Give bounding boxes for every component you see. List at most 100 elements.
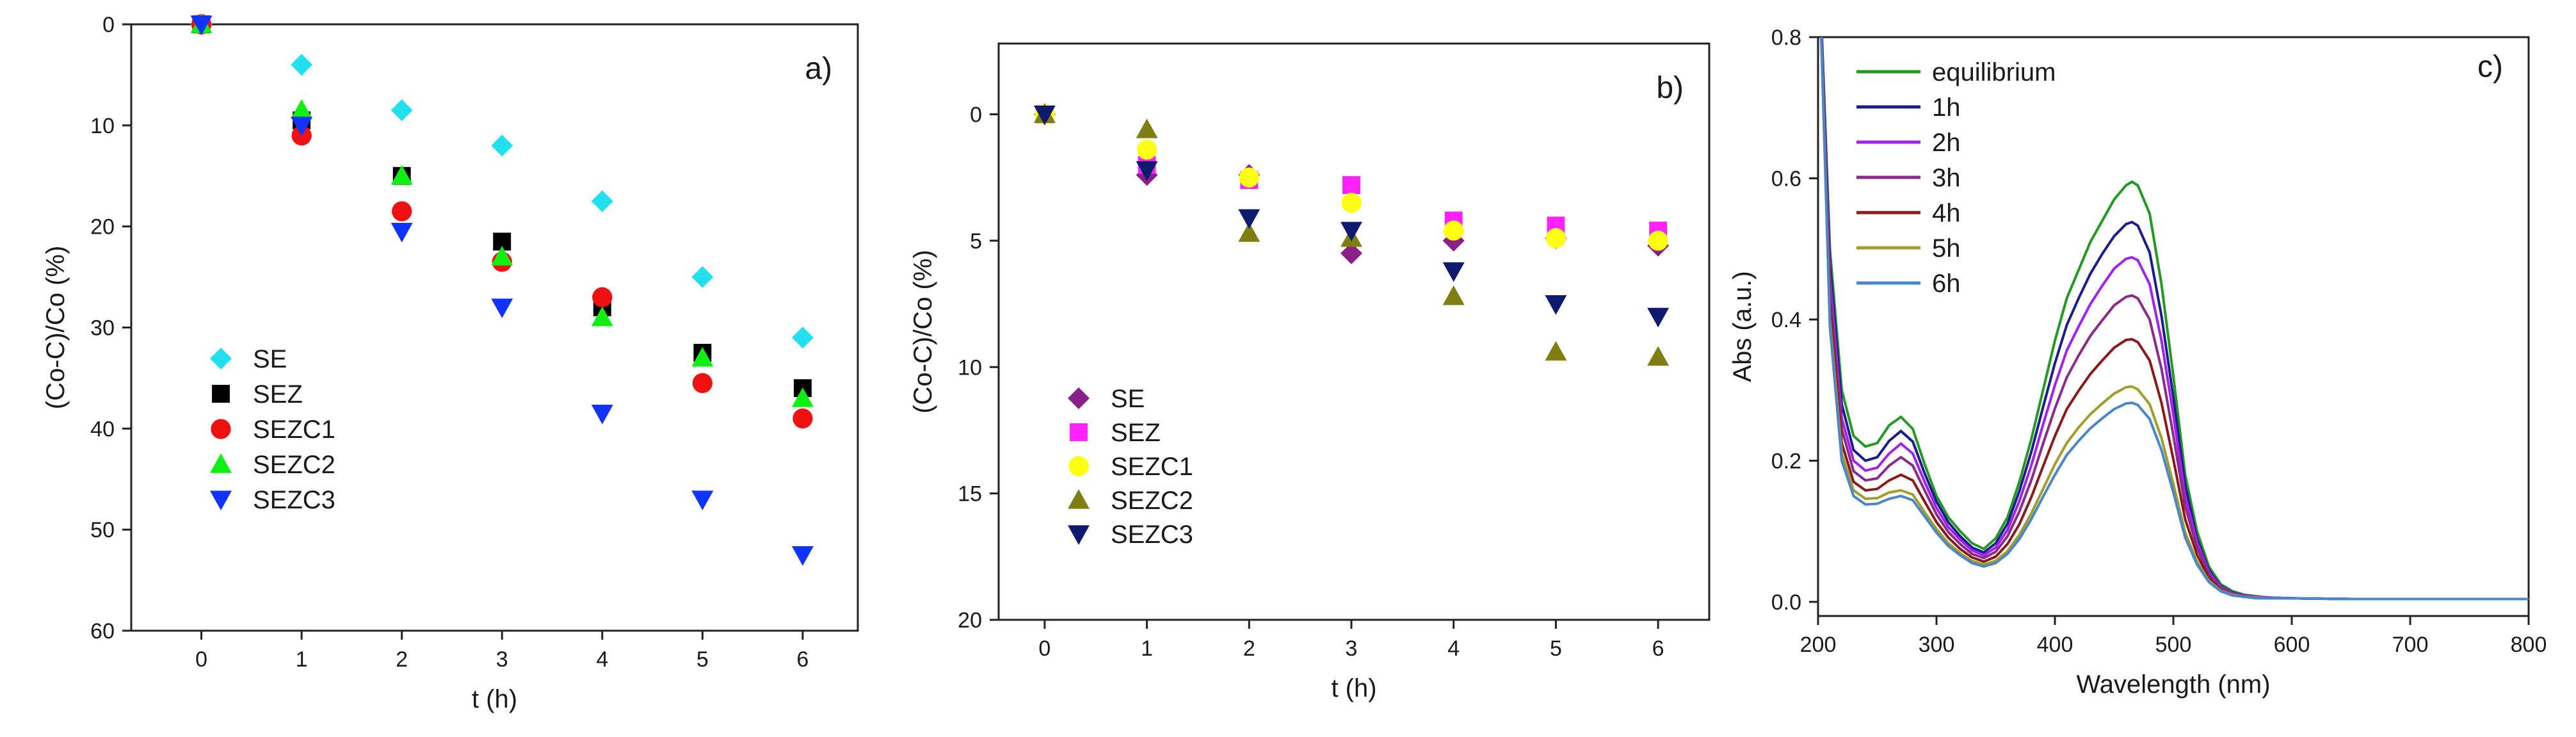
legend-label: 5h xyxy=(1932,234,1961,263)
y-tick-label: 20 xyxy=(958,608,982,633)
data-point-sezc2 xyxy=(591,306,613,327)
data-point-se xyxy=(1340,242,1363,264)
y-tick-label: 30 xyxy=(90,316,115,341)
data-point-sezc1 xyxy=(392,201,412,222)
data-point-sezc3 xyxy=(291,117,313,136)
legend-label: 2h xyxy=(1932,129,1961,157)
series-line-1h xyxy=(1820,37,2529,601)
x-tick-label: 3 xyxy=(496,647,508,672)
data-point-sezc1 xyxy=(592,287,613,307)
series-sez xyxy=(192,15,812,398)
y-axis-label: (Co-C)/Co (%) xyxy=(909,250,937,414)
data-point-se xyxy=(591,190,613,213)
series-lines xyxy=(1819,37,2529,601)
data-point-sezc3 xyxy=(1136,161,1158,181)
x-tick-label: 600 xyxy=(2274,633,2310,657)
legend-label: SEZ xyxy=(253,380,303,409)
x-tick-label: 1 xyxy=(296,647,308,672)
x-tick-label: 5 xyxy=(1550,636,1562,661)
series-line-2h xyxy=(1820,37,2529,601)
y-tick-label: 10 xyxy=(958,355,982,380)
data-point-sezc2 xyxy=(390,165,413,185)
series-sezc3 xyxy=(190,15,814,566)
legend-label: SEZC2 xyxy=(253,451,335,479)
data-point-sezc2 xyxy=(1545,341,1567,361)
x-tick-label: 800 xyxy=(2511,633,2547,657)
series-sezc2 xyxy=(190,13,814,407)
data-point-sezc1 xyxy=(793,408,813,429)
data-point-sezc3 xyxy=(1238,209,1260,229)
x-tick-label: 5 xyxy=(696,647,709,672)
data-point-sezc3 xyxy=(1340,222,1363,242)
series-line-4h xyxy=(1820,37,2529,601)
y-tick-label: 5 xyxy=(970,229,982,254)
data-point-sezc2 xyxy=(691,346,714,367)
legend-label: 1h xyxy=(1932,93,1961,122)
y-tick-label: 0 xyxy=(970,103,982,127)
legend-marker xyxy=(1068,489,1090,509)
legend-label: SEZC2 xyxy=(1111,487,1193,515)
y-axis-label: Abs (a.u.) xyxy=(1728,271,1757,382)
series-line-5h xyxy=(1820,37,2529,601)
y-tick-label: 0.2 xyxy=(1771,449,1801,473)
y-tick-label: 20 xyxy=(90,215,115,239)
legend: equilibrium 1h 2h 3h 4h 5h 6h xyxy=(1856,58,2056,298)
data-point-sezc3 xyxy=(390,222,413,243)
legend-marker xyxy=(1068,456,1089,476)
legend-label: 3h xyxy=(1932,164,1961,192)
panel-label: a) xyxy=(805,52,832,86)
legend-label: 6h xyxy=(1932,270,1961,298)
data-point-sezc3 xyxy=(591,405,613,425)
legend-label: SEZC1 xyxy=(1111,453,1193,481)
x-tick-label: 200 xyxy=(1800,633,1837,657)
x-tick-label: 400 xyxy=(2037,633,2073,657)
plot-frame xyxy=(997,42,1711,621)
legend-marker xyxy=(211,419,231,439)
x-tick-label: 4 xyxy=(596,647,608,672)
y-tick-label: 40 xyxy=(90,417,115,441)
y-tick-label: 0 xyxy=(102,13,115,37)
y-tick-label: 0.6 xyxy=(1771,166,1801,191)
x-tick-label: 300 xyxy=(1919,633,1955,657)
x-tick-label: 0 xyxy=(195,647,207,672)
series-sezc3 xyxy=(1033,105,1670,328)
legend-marker xyxy=(210,348,232,369)
y-tick-label: 0.0 xyxy=(1771,590,1801,615)
panel-label: c) xyxy=(2477,50,2503,84)
y-tick-label: 50 xyxy=(90,518,115,542)
data-point-sezc2 xyxy=(1238,222,1260,242)
y-axis-label: (Co-C)/Co (%) xyxy=(42,246,70,410)
legend-marker xyxy=(210,490,232,510)
data-point-sezc1 xyxy=(1239,167,1259,188)
legend-marker xyxy=(210,453,232,473)
y-tick-label: 10 xyxy=(90,114,115,138)
data-point-se xyxy=(691,266,714,288)
x-tick-label: 6 xyxy=(1652,636,1664,661)
data-point-sezc1 xyxy=(1648,231,1668,251)
series-sez xyxy=(1035,105,1668,240)
data-point-sezc1 xyxy=(692,373,712,393)
y-tick-label: 60 xyxy=(90,619,115,644)
data-point-sezc2 xyxy=(1136,118,1158,138)
series-line-6h xyxy=(1819,37,2529,601)
series-line-equilibrium xyxy=(1821,37,2529,601)
data-point-se xyxy=(491,134,513,157)
x-tick-label: 700 xyxy=(2392,633,2429,657)
legend-label: equilibrium xyxy=(1932,58,2056,86)
legend-label: SE xyxy=(1111,385,1145,413)
chart-panel-2: 0 1 2 3 4 5 6 0 5 10 15 20 t (h) (Co-C)/Co (%) b) SE SEZ… xyxy=(909,42,1711,702)
legend: SE SEZ SEZC1 SEZC2 SEZC3 xyxy=(210,345,335,514)
legend-marker xyxy=(1070,423,1088,441)
y-tick-label: 0.4 xyxy=(1771,308,1801,332)
legend-marker xyxy=(1068,525,1090,545)
data-point-se xyxy=(390,99,413,122)
data-point-sezc2 xyxy=(491,246,513,266)
chart-panel-3: 200 300 400 500 600 700 800 0.0 0.2 0.4 0.6 0.8 Wave… xyxy=(1728,26,2547,699)
data-point-sezc2 xyxy=(291,99,313,119)
plot-frame xyxy=(130,23,859,632)
data-point-se xyxy=(291,54,313,76)
x-tick-label: 6 xyxy=(796,647,809,672)
legend: SE SEZ SEZC1 SEZC2 SEZC3 xyxy=(1068,385,1193,549)
panel-label: b) xyxy=(1656,71,1684,105)
